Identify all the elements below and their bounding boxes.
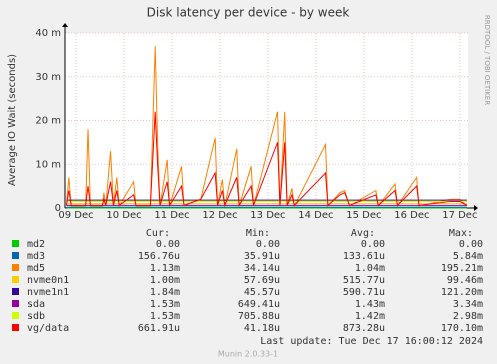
legend-stat: 5.84m [453,251,483,262]
legend-stat: 57.69u [244,275,280,286]
legend-stat: 1.42m [355,311,385,322]
legend-stat: 1.04m [355,263,385,274]
x-tick-label: 09 Dec [58,210,93,221]
legend-swatch [12,312,19,319]
x-tick-label: 15 Dec [346,210,381,221]
legend-header: Cur: [146,228,170,239]
legend-stat: 515.77u [343,275,385,286]
legend-header: Max: [449,228,473,239]
legend-name: sda [27,299,45,310]
last-update: Last update: Tue Dec 17 16:00:12 2024 [260,336,483,347]
legend-stat: 1.53m [150,311,180,322]
axis-arrow [474,205,478,211]
legend-stat: 170.10m [441,323,483,334]
legend-stat: 1.53m [150,299,180,310]
legend-name: nvme0n1 [27,275,69,286]
x-tick-label: 11 Dec [154,210,189,221]
legend-stat: 1.13m [150,263,180,274]
legend-swatch [12,288,19,295]
legend-stat: 1.84m [150,287,180,298]
legend-stat: 156.76u [138,251,180,262]
y-tick-label: 30 m [35,72,61,83]
x-tick-label: 12 Dec [202,210,237,221]
x-tick-label: 17 Dec [442,210,477,221]
legend-stat: 34.14u [244,263,280,274]
chart-title: Disk latency per device - by week [147,6,350,20]
y-axis-label: Average IO Wait (seconds) [7,54,18,186]
legend-swatch [12,252,19,259]
legend-stat: 0.00 [361,239,385,250]
legend-stat: 121.20m [441,287,483,298]
legend-swatch [12,300,19,307]
legend-swatch [12,324,19,331]
axis-arrow [62,23,68,27]
legend-name: md3 [27,251,45,262]
series-line [65,111,468,208]
legend-swatch [12,264,19,271]
y-tick-label: 20 m [35,116,61,127]
legend-swatch [12,276,19,283]
legend-stat: 133.61u [343,251,385,262]
legend-name: sdb [27,311,45,322]
y-tick-label: 40 m [35,28,61,39]
legend-header: Min: [246,228,270,239]
legend-stat: 661.91u [138,323,180,334]
y-tick-label: 10 m [35,159,61,170]
legend-stat: 649.41u [238,299,280,310]
legend-stat: 0.00 [156,239,180,250]
legend-stat: 1.43m [355,299,385,310]
y-tick-label: 0 [55,203,61,214]
legend-stat: 590.71u [343,287,385,298]
legend-name: vg/data [27,323,69,334]
legend-stat: 0.00 [459,239,483,250]
legend-stat: 705.88u [238,311,280,322]
legend-stat: 1.00m [150,275,180,286]
legend-name: nvme1n1 [27,287,69,298]
legend-stat: 195.21m [441,263,483,274]
legend-stat: 99.46m [447,275,483,286]
legend-stat: 0.00 [256,239,280,250]
legend-header: Avg: [351,228,375,239]
legend-stat: 2.98m [453,311,483,322]
legend-stat: 3.34m [453,299,483,310]
legend-stat: 35.91u [244,251,280,262]
x-tick-label: 16 Dec [394,210,429,221]
side-label: RRDTOOL / TOBI OETIKER [483,15,491,105]
series-line [65,46,468,208]
legend-name: md2 [27,239,45,250]
x-tick-label: 13 Dec [250,210,285,221]
legend-stat: 45.57u [244,287,280,298]
legend-stat: 873.28u [343,323,385,334]
x-tick-label: 14 Dec [298,210,333,221]
footer: Munin 2.0.33-1 [218,350,278,359]
legend-swatch [12,240,19,247]
x-tick-label: 10 Dec [106,210,141,221]
legend-name: md5 [27,263,45,274]
legend-stat: 41.18u [244,323,280,334]
